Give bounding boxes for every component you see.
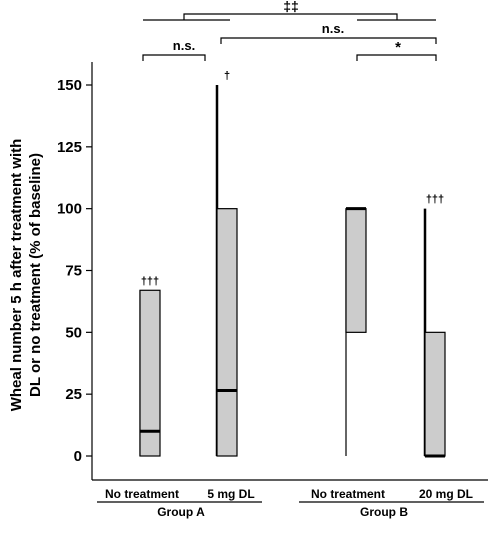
x-axis-labels: No treatment 5 mg DL No treatment 20 mg DL G… — [97, 487, 484, 519]
bracket-2-line — [220, 37, 437, 44]
significance-brackets: n.s. n.s. * ‡‡ — [142, 0, 437, 61]
significance-marker-2: † — [224, 70, 230, 82]
bracket-3-label: * — [395, 39, 401, 56]
box-2: † — [215, 70, 238, 457]
box-body-1 — [139, 289, 161, 457]
y-tick-label-125: 125 — [57, 139, 82, 156]
x-label-4: 20 mg DL — [419, 487, 473, 501]
x-label-2: 5 mg DL — [207, 487, 254, 501]
box-4: ††† — [423, 194, 446, 458]
bracket-3: * — [356, 39, 437, 61]
bracket-1-line — [142, 54, 206, 61]
bracket-4-label: ‡‡ — [283, 0, 299, 14]
box-body-4 — [424, 331, 446, 457]
bracket-2-label: n.s. — [322, 21, 344, 36]
y-axis-label-line1: Wheal number 5 h after treatment with — [8, 139, 25, 412]
y-tick-label-150: 150 — [57, 77, 82, 94]
x-label-1: No treatment — [105, 487, 179, 501]
bracket-3-line — [356, 54, 437, 61]
bracket-1-label: n.s. — [173, 38, 195, 53]
bracket-4: ‡‡ — [143, 0, 436, 21]
bracket-4-line — [183, 13, 398, 20]
y-tick-label-75: 75 — [65, 263, 82, 280]
x-label-3: No treatment — [311, 487, 385, 501]
bracket-2: n.s. — [220, 21, 437, 44]
y-tick-label-100: 100 — [57, 201, 82, 218]
box-3 — [345, 207, 367, 456]
y-axis: 0 25 50 75 100 125 150 — [57, 62, 488, 481]
bracket-1: n.s. — [142, 38, 206, 61]
significance-marker-4: ††† — [426, 194, 444, 206]
group-label-1: Group A — [157, 505, 205, 519]
y-tick-label-25: 25 — [65, 386, 82, 403]
group-label-2: Group B — [360, 505, 408, 519]
y-tick-label-0: 0 — [74, 448, 82, 465]
box-body-2 — [216, 208, 238, 457]
box-body-3 — [345, 208, 367, 333]
y-axis-label-line2: DL or no treatment (% of baseline) — [27, 153, 44, 397]
box-1: ††† — [139, 275, 161, 457]
significance-marker-1: ††† — [141, 275, 159, 287]
boxes: ††††††† — [139, 70, 446, 458]
y-tick-label-50: 50 — [65, 324, 82, 341]
